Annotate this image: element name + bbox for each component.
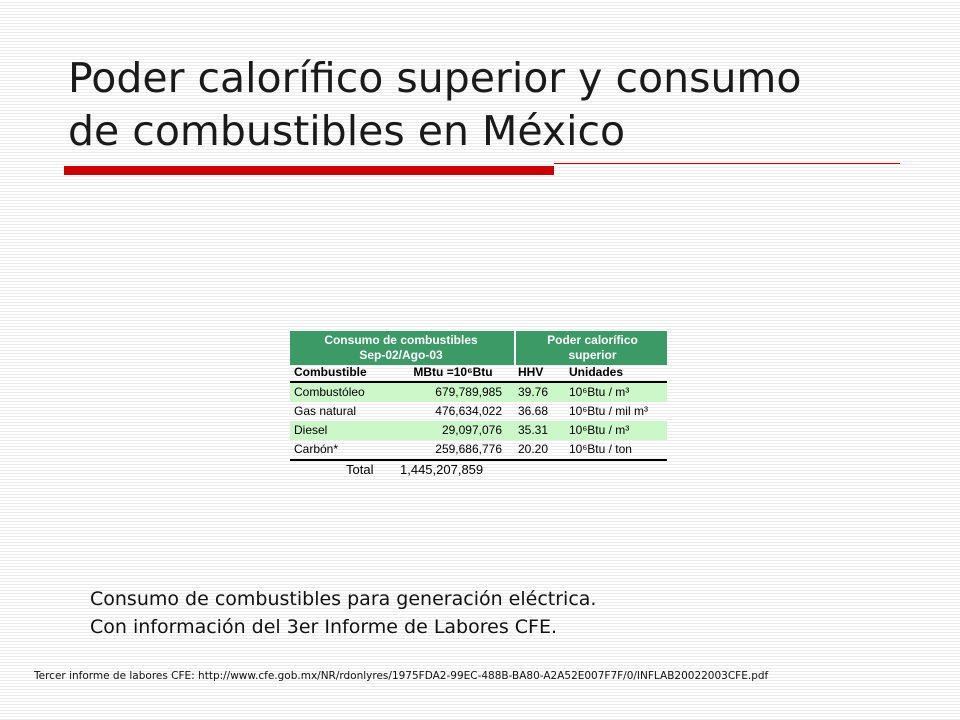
col-header-hhv: HHV bbox=[518, 365, 544, 379]
caption-line-2: Con información del 3er Informe de Labor… bbox=[90, 616, 558, 638]
cell-fuel: Combustóleo bbox=[294, 385, 365, 399]
col-header-unidades: Unidades bbox=[569, 365, 624, 379]
table-group-header: Consumo de combustibles Sep-02/Ago-03 Po… bbox=[290, 331, 667, 365]
cell-fuel: Gas natural bbox=[294, 404, 357, 418]
header-consumption: Consumo de combustibles Sep-02/Ago-03 bbox=[324, 333, 478, 362]
table-row: Combustóleo 679,789,985 39.76 10⁶Btu / m… bbox=[290, 383, 667, 402]
cell-units: 10⁶Btu / m³ bbox=[569, 385, 630, 399]
cell-mbtu: 259,686,776 bbox=[435, 442, 502, 456]
table-total-row: Total 1,445,207,859 bbox=[290, 461, 667, 479]
fuel-consumption-table: Consumo de combustibles Sep-02/Ago-03 Po… bbox=[290, 331, 667, 479]
slide-title: Poder calorífico superior y consumo de c… bbox=[68, 52, 928, 158]
caption-line-1: Consumo de combustibles para generación … bbox=[90, 588, 597, 610]
cell-mbtu: 29,097,076 bbox=[441, 423, 502, 437]
table-row: Gas natural 476,634,022 36.68 10⁶Btu / m… bbox=[290, 402, 667, 421]
cell-mbtu: 476,634,022 bbox=[435, 404, 502, 418]
table-row: Diesel 29,097,076 35.31 10⁶Btu / m³ bbox=[290, 421, 667, 440]
cell-hhv: 36.68 bbox=[518, 404, 549, 418]
slide-caption: Consumo de combustibles para generación … bbox=[90, 585, 596, 641]
title-accent-line bbox=[554, 163, 900, 164]
cell-fuel: Carbón* bbox=[294, 442, 339, 456]
header-calorific-power: Poder calorífico superior bbox=[547, 333, 638, 362]
cell-units: 10⁶Btu / ton bbox=[569, 442, 632, 456]
title-line-2: de combustibles en México bbox=[68, 107, 626, 155]
total-value: 1,445,207,859 bbox=[400, 462, 484, 477]
col-header-combustible: Combustible bbox=[294, 365, 367, 379]
col-header-mbtu: MBtu =10⁶Btu bbox=[413, 365, 493, 379]
cell-fuel: Diesel bbox=[294, 423, 328, 437]
cell-hhv: 35.31 bbox=[518, 423, 549, 437]
header-separator bbox=[514, 331, 516, 365]
cell-hhv: 20.20 bbox=[518, 442, 549, 456]
cell-units: 10⁶Btu / mil m³ bbox=[569, 404, 648, 418]
title-line-1: Poder calorífico superior y consumo bbox=[68, 54, 802, 102]
cell-units: 10⁶Btu / m³ bbox=[569, 423, 630, 437]
table-row: Carbón* 259,686,776 20.20 10⁶Btu / ton bbox=[290, 440, 667, 461]
title-accent-bar bbox=[64, 166, 554, 175]
source-reference: Tercer informe de labores CFE: http://ww… bbox=[34, 670, 769, 682]
table-column-headers: Combustible MBtu =10⁶Btu HHV Unidades bbox=[290, 365, 667, 383]
cell-hhv: 39.76 bbox=[518, 385, 549, 399]
total-label: Total bbox=[346, 462, 374, 477]
cell-mbtu: 679,789,985 bbox=[435, 385, 502, 399]
